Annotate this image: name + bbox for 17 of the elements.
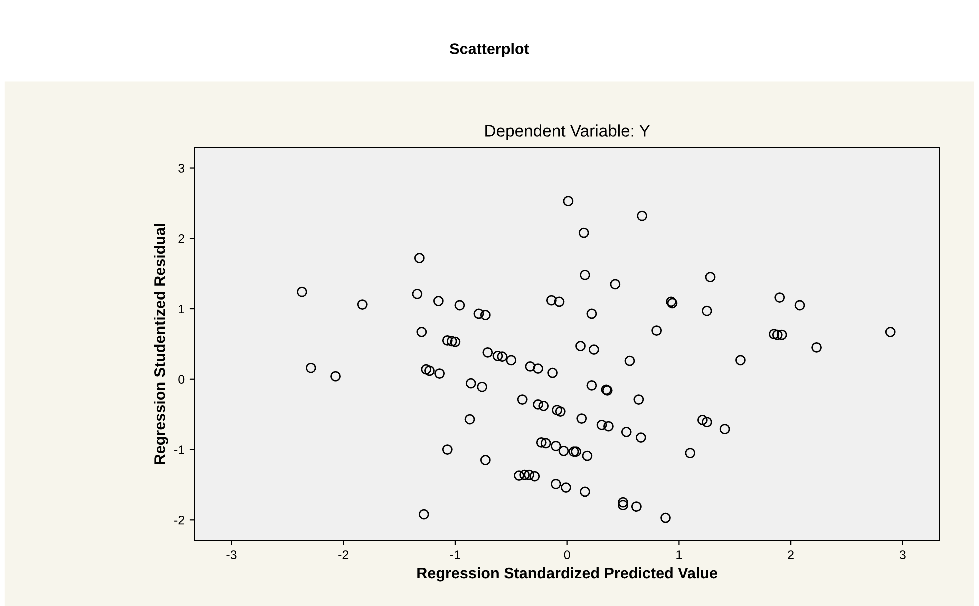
x-tick-label: 0 bbox=[564, 550, 570, 560]
x-tick-label: -1 bbox=[450, 550, 460, 560]
y-tick-label: 3 bbox=[178, 164, 185, 173]
y-tick-label: -2 bbox=[174, 516, 184, 525]
x-tick-label: 3 bbox=[900, 550, 906, 560]
chart-title: Scatterplot bbox=[450, 43, 530, 58]
y-tick-label: -1 bbox=[174, 446, 184, 454]
y-tick-label: 1 bbox=[179, 304, 184, 314]
chart-subtitle: Dependent Variable: Y bbox=[486, 124, 650, 140]
y-tick-label: 0 bbox=[178, 375, 185, 384]
y-tick-label: 2 bbox=[178, 234, 184, 244]
x-tick-label: 2 bbox=[788, 550, 794, 560]
x-tick-label: -3 bbox=[226, 550, 237, 560]
x-axis-title: Regression Standardized Predicted Value bbox=[418, 567, 718, 582]
x-tick-label: 1 bbox=[676, 550, 682, 560]
x-tick-label: -2 bbox=[338, 550, 349, 560]
y-axis-title: Regression Studentized Residual bbox=[154, 224, 168, 464]
